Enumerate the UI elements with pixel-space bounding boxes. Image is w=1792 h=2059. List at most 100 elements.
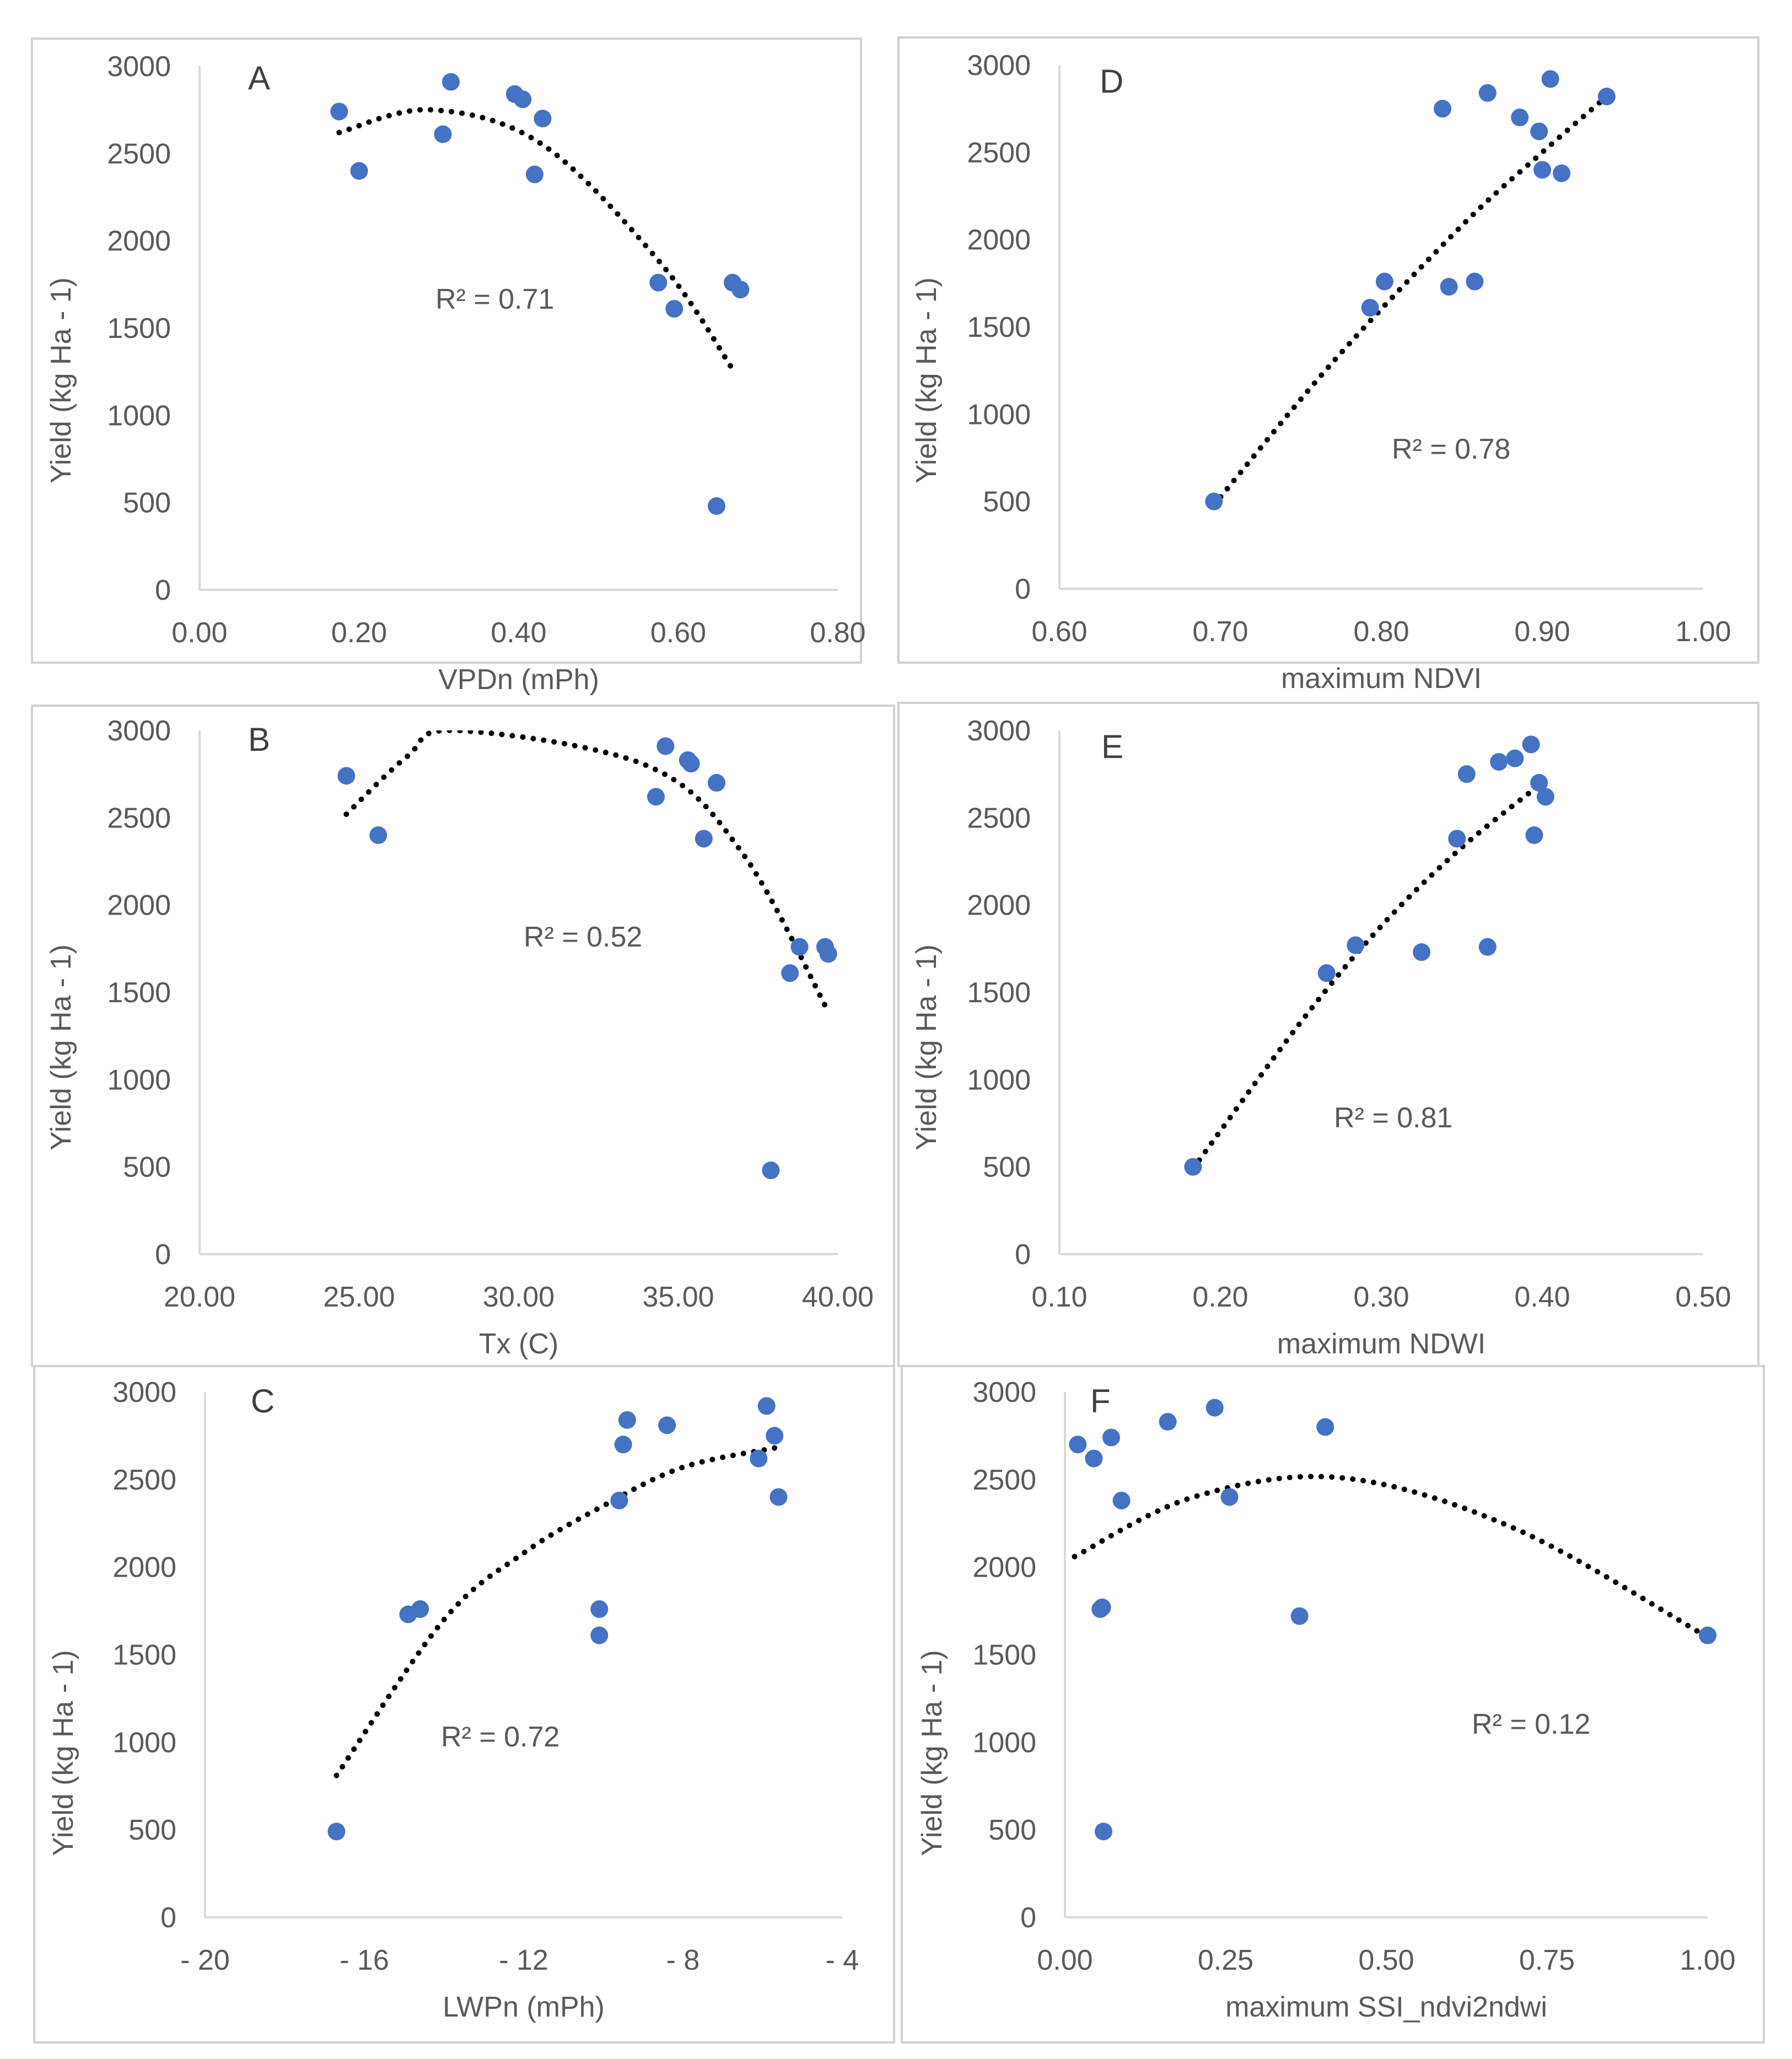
y-tick-label-a: 500: [123, 487, 171, 519]
chart-panel-c: 0 500 1000 1500 2000 2500 3000 - 20 - 16 - 12 - 8 -…: [33, 1365, 895, 2044]
data-point-c: [618, 1411, 636, 1429]
data-point-b: [819, 945, 837, 963]
data-point-f: [1069, 1436, 1087, 1454]
y-tick-label-f: 500: [988, 1814, 1036, 1846]
y-axis-title-a: Yield (kg Ha - 1): [45, 277, 77, 483]
r2-label-d: R² = 0.78: [1392, 433, 1510, 465]
data-point-e: [1448, 830, 1466, 848]
chart-panel-f: 0 500 1000 1500 2000 2500 3000 0.00 0.25 0.50 0.75…: [901, 1365, 1765, 2044]
x-tick-label-a: 0.40: [491, 617, 546, 649]
data-point-d: [1205, 492, 1223, 510]
panel-border-d: [897, 36, 1759, 664]
x-tick-label-f: 0.50: [1358, 1944, 1414, 1976]
data-point-b: [790, 938, 809, 956]
data-point-f: [1159, 1413, 1177, 1431]
x-tick-label-d: 0.90: [1514, 616, 1570, 648]
data-point-e: [1530, 774, 1548, 792]
x-tick-label-e: 0.40: [1514, 1281, 1570, 1313]
x-tick-label-d: 0.80: [1353, 616, 1409, 648]
data-point-a: [525, 165, 543, 184]
y-tick-label-f: 0: [1020, 1902, 1036, 1934]
y-tick-label-b: 3000: [107, 715, 171, 747]
x-tick-label-d: 0.70: [1192, 616, 1248, 648]
y-axis-title-d: Yield (kg Ha - 1): [911, 277, 943, 483]
x-tick-label-b: 35.00: [642, 1281, 714, 1313]
y-tick-label-e: 500: [983, 1152, 1031, 1184]
y-tick-label-d: 1000: [967, 399, 1031, 431]
data-point-d: [1530, 122, 1548, 141]
r2-label-c: R² = 0.72: [441, 1721, 559, 1753]
x-tick-label-f: 0.00: [1037, 1944, 1093, 1976]
x-tick-label-e: 0.30: [1353, 1281, 1409, 1313]
panel-letter-e: E: [1101, 728, 1123, 765]
panel-letter-d: D: [1100, 63, 1123, 100]
data-point-c: [610, 1491, 628, 1509]
trendline-b: [343, 730, 831, 1014]
data-point-b: [369, 826, 388, 844]
chart-panel-d: 0 500 1000 1500 2000 2500 3000 0.60 0.70 0.80 0.90…: [897, 36, 1759, 695]
panel-letter-f: F: [1090, 1383, 1111, 1420]
y-tick-label-a: 1000: [107, 400, 171, 432]
y-tick-label-c: 1000: [112, 1727, 176, 1759]
data-point-c: [658, 1416, 676, 1434]
y-axis-title-c: Yield (kg Ha - 1): [47, 1650, 79, 1856]
y-tick-label-e: 1000: [967, 1064, 1031, 1096]
x-tick-label-b: 30.00: [483, 1281, 555, 1313]
x-axis-title-a: VPDn (mPh): [438, 664, 599, 696]
data-point-b: [707, 774, 725, 792]
y-tick-label-e: 2000: [967, 890, 1031, 922]
trendline-d: [1211, 94, 1610, 508]
x-axis-title-c: LWPn (mPh): [443, 1991, 605, 2023]
data-point-e: [1184, 1158, 1202, 1176]
data-point-e: [1490, 753, 1508, 771]
y-tick-label-a: 3000: [107, 51, 171, 83]
panel-letter-b: B: [248, 721, 270, 758]
y-tick-label-d: 2500: [967, 137, 1031, 169]
data-point-c: [590, 1626, 609, 1644]
data-point-f: [1093, 1598, 1111, 1616]
x-axis-title-b: Tx (C): [479, 1328, 558, 1360]
data-point-a: [649, 273, 668, 292]
x-tick-label-c: - 16: [340, 1944, 389, 1976]
data-point-e: [1347, 936, 1365, 954]
y-tick-label-f: 2500: [972, 1464, 1036, 1496]
x-axis-title-f: maximum SSI_ndvi2ndwi: [1225, 1991, 1547, 2023]
x-tick-label-b: 20.00: [164, 1281, 235, 1313]
data-point-f: [1699, 1626, 1716, 1644]
y-tick-label-a: 1500: [107, 313, 171, 345]
data-point-d: [1361, 299, 1379, 317]
y-tick-label-a: 2000: [107, 225, 171, 257]
y-tick-label-f: 3000: [972, 1377, 1036, 1408]
x-tick-label-d: 0.60: [1031, 616, 1087, 648]
y-tick-label-b: 2000: [107, 890, 171, 922]
chart-panel-e: 0 500 1000 1500 2000 2500 3000 0.10 0.20 0.30 0.40…: [897, 702, 1759, 1367]
y-tick-label-c: 0: [160, 1902, 176, 1934]
x-tick-label-c: - 20: [180, 1944, 230, 1976]
data-point-f: [1220, 1488, 1239, 1506]
data-point-a: [350, 162, 368, 180]
y-tick-label-d: 3000: [967, 50, 1031, 82]
r2-label-b: R² = 0.52: [524, 921, 642, 953]
x-tick-label-c: - 8: [666, 1944, 700, 1976]
x-tick-label-e: 0.50: [1675, 1281, 1731, 1313]
data-point-b: [682, 755, 700, 773]
data-point-e: [1457, 765, 1476, 783]
x-tick-label-a: 0.80: [810, 617, 865, 649]
data-point-d: [1533, 161, 1551, 179]
y-axis-title-e: Yield (kg Ha - 1): [911, 944, 943, 1151]
y-axis-title-f: Yield (kg Ha - 1): [916, 1650, 948, 1856]
data-point-d: [1553, 164, 1571, 182]
data-point-d: [1466, 272, 1484, 291]
data-point-c: [757, 1397, 776, 1415]
data-point-c: [590, 1600, 609, 1618]
trendline-f: [1072, 1474, 1708, 1640]
y-tick-label-e: 3000: [967, 715, 1031, 747]
data-point-c: [411, 1600, 429, 1618]
y-tick-label-d: 1500: [967, 311, 1031, 343]
y-tick-label-c: 2500: [112, 1464, 176, 1496]
r2-label-e: R² = 0.81: [1334, 1102, 1452, 1134]
r2-label-a: R² = 0.71: [435, 283, 554, 315]
chart-panel-a: 0 500 1000 1500 2000 2500 3000 0.00 0.20 0.40 0.60…: [31, 37, 866, 696]
y-tick-label-e: 2500: [967, 802, 1031, 834]
